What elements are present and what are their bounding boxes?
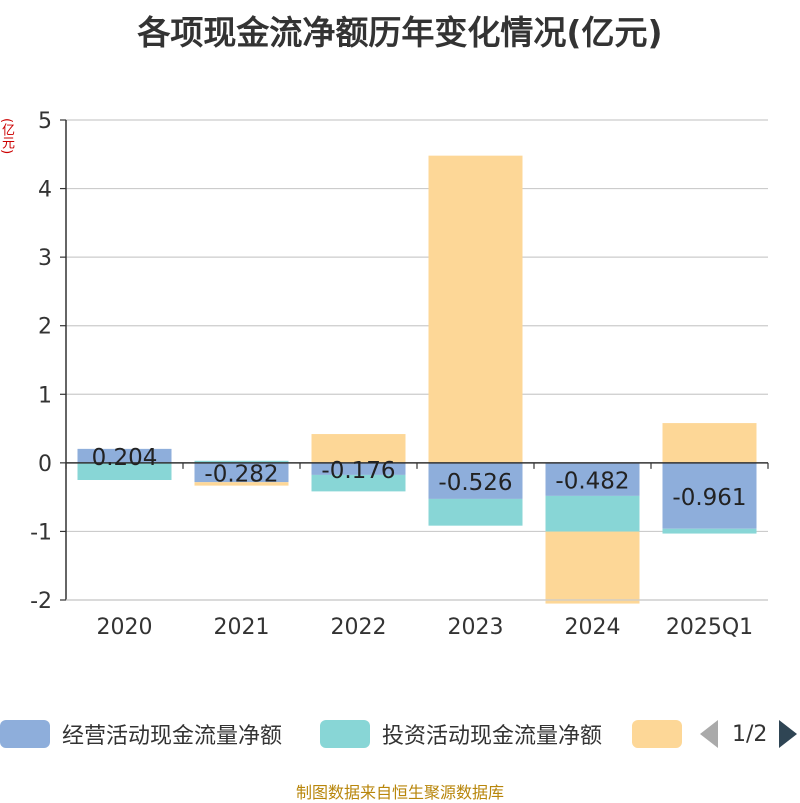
bar-series2-2023 xyxy=(428,498,523,526)
x-tick-label: 2025Q1 xyxy=(666,615,753,640)
x-tick-label: 2024 xyxy=(565,615,621,640)
bar-series2-2021 xyxy=(194,460,289,463)
data-label: -0.526 xyxy=(438,470,512,496)
bar-series1-2020 xyxy=(77,448,172,463)
data-source-note: 制图数据来自恒生聚源数据库 xyxy=(295,783,504,802)
x-tick-label: 2020 xyxy=(97,615,153,640)
bar-series1-2023 xyxy=(428,462,523,499)
bar-series1-2021 xyxy=(194,462,289,483)
data-label: 0.204 xyxy=(92,445,158,471)
y-tick-label: 5 xyxy=(38,109,52,134)
y-tick-label: -2 xyxy=(30,589,52,614)
y-tick-label: 0 xyxy=(38,452,52,477)
legend-swatch-investing xyxy=(320,720,370,748)
bar-series2-2024 xyxy=(545,495,640,532)
legend-item-operating[interactable]: 经营活动现金流量净额 xyxy=(0,716,282,752)
legend-page-indicator: 1/2 xyxy=(732,721,768,747)
legend: 经营活动现金流量净额 投资活动现金流量净额 1/2 xyxy=(0,716,800,752)
data-label: -0.282 xyxy=(204,462,278,488)
bar-series3-2025Q1 xyxy=(662,423,757,463)
bar-series2-2020 xyxy=(77,462,172,480)
legend-label-investing: 投资活动现金流量净额 xyxy=(382,724,603,749)
bar-series3-2023 xyxy=(428,155,523,463)
legend-swatch-operating xyxy=(0,720,50,748)
legend-item-third[interactable] xyxy=(632,716,682,752)
x-tick-label: 2023 xyxy=(448,615,504,640)
legend-label-operating: 经营活动现金流量净额 xyxy=(62,724,283,749)
data-label: -0.176 xyxy=(321,458,395,484)
bar-series1-2022 xyxy=(311,462,406,475)
legend-item-investing[interactable]: 投资活动现金流量净额 xyxy=(320,716,602,752)
legend-swatch-third xyxy=(632,720,682,748)
data-label: -0.961 xyxy=(672,485,746,511)
bar-series3-2024 xyxy=(545,531,640,604)
y-tick-label: 3 xyxy=(38,246,52,271)
y-tick-label: 1 xyxy=(38,383,52,408)
y-tick-label: 4 xyxy=(38,178,52,203)
x-tick-label: 2022 xyxy=(331,615,387,640)
legend-next-page-icon[interactable] xyxy=(779,720,798,748)
data-label: -0.482 xyxy=(555,468,629,494)
legend-pager: 1/2 xyxy=(700,716,798,752)
y-tick-label: 2 xyxy=(38,315,52,340)
chart-title: 各项现金流净额历年变化情况(亿元) xyxy=(137,13,663,52)
bar-series2-2022 xyxy=(311,474,406,492)
legend-prev-page-icon[interactable] xyxy=(700,720,718,748)
bar-series2-2025Q1 xyxy=(662,528,757,534)
bar-series1-2025Q1 xyxy=(662,462,757,529)
bar-series3-2021 xyxy=(194,482,289,486)
bar-series3-2022 xyxy=(311,434,406,463)
y-tick-label: -1 xyxy=(30,520,52,545)
y-axis-unit-label: (亿元) xyxy=(0,118,14,155)
bar-series1-2024 xyxy=(545,462,640,496)
bar-chart: -2 -1 0 1 2 3 4 5 2020 2021 2022 2023 2024 2025Q1 0.20… xyxy=(30,109,769,640)
x-tick-label: 2021 xyxy=(214,615,270,640)
